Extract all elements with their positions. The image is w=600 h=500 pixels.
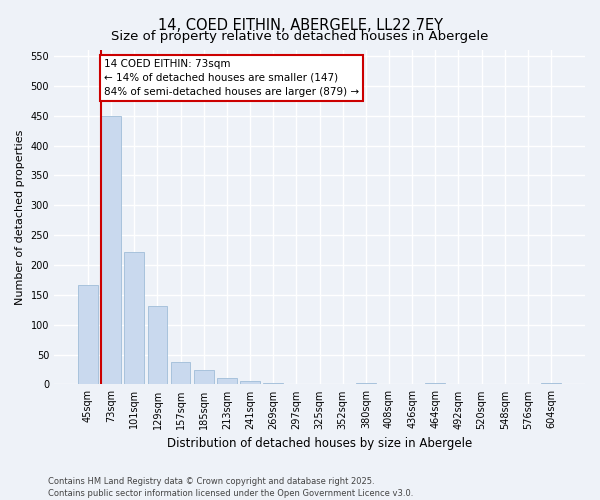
Bar	[101, 116, 121, 384]
Text: Size of property relative to detached houses in Abergele: Size of property relative to detached ho…	[112, 30, 488, 43]
Bar	[194, 370, 214, 384]
Bar	[240, 382, 260, 384]
Bar	[425, 383, 445, 384]
Text: 14, COED EITHIN, ABERGELE, LL22 7EY: 14, COED EITHIN, ABERGELE, LL22 7EY	[157, 18, 443, 32]
Bar	[148, 306, 167, 384]
Bar	[356, 383, 376, 384]
X-axis label: Distribution of detached houses by size in Abergele: Distribution of detached houses by size …	[167, 437, 472, 450]
Bar	[124, 252, 144, 384]
Bar	[217, 378, 237, 384]
Text: Contains HM Land Registry data © Crown copyright and database right 2025.
Contai: Contains HM Land Registry data © Crown c…	[48, 476, 413, 498]
Bar	[263, 383, 283, 384]
Bar	[541, 383, 561, 384]
Y-axis label: Number of detached properties: Number of detached properties	[15, 130, 25, 305]
Bar	[171, 362, 190, 384]
Text: 14 COED EITHIN: 73sqm
← 14% of detached houses are smaller (147)
84% of semi-det: 14 COED EITHIN: 73sqm ← 14% of detached …	[104, 59, 359, 97]
Bar	[78, 284, 98, 384]
